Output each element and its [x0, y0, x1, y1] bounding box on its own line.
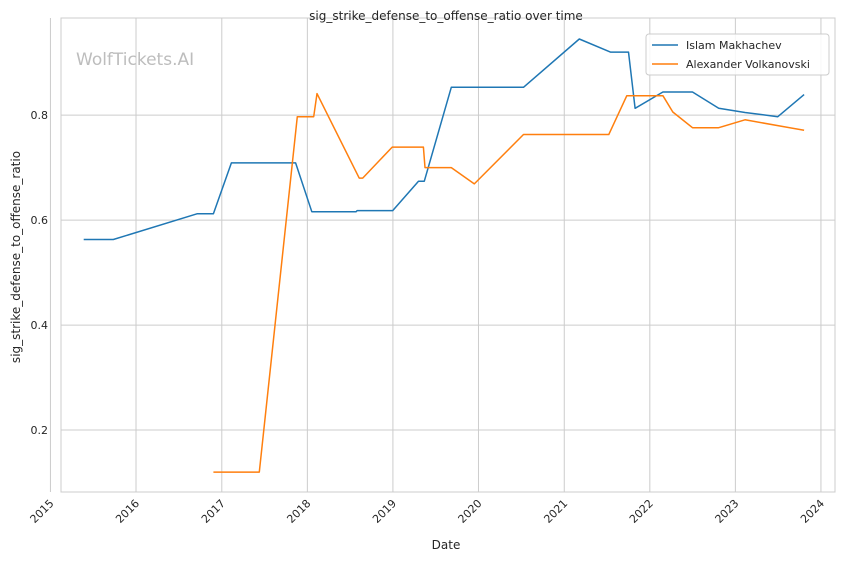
- legend-label-alexander-volkanovski: Alexander Volkanovski: [686, 58, 810, 71]
- series-line-alexander-volkanovski: [213, 92, 805, 473]
- x-axis-ticks: 2015 2016 2017 2018 2019 2020 2021 2022 2023 2024: [28, 497, 827, 526]
- x-tick-label: 2024: [798, 497, 827, 526]
- plot-area: [60, 17, 836, 493]
- x-tick-label: 2019: [370, 497, 399, 526]
- y-tick-label: 0.8: [31, 109, 49, 122]
- y-axis-ticks: 0.2 0.4 0.6 0.8: [31, 109, 49, 437]
- legend: Islam Makhachev Alexander Volkanovski: [645, 33, 830, 76]
- x-tick-label: 2022: [627, 497, 656, 526]
- y-axis-label: sig_strike_defense_to_offense_ratio: [9, 151, 23, 363]
- x-tick-label: 2020: [456, 497, 485, 526]
- y-tick-label: 0.2: [31, 424, 49, 437]
- grid: [49, 18, 835, 492]
- series-group: [83, 38, 805, 473]
- x-tick-label: 2015: [28, 497, 57, 526]
- x-tick-label: 2023: [713, 497, 742, 526]
- legend-box: [645, 33, 830, 76]
- y-tick-label: 0.6: [31, 214, 49, 227]
- y-tick-label: 0.4: [31, 319, 49, 332]
- x-axis-label: Date: [432, 538, 461, 552]
- chart-title: sig_strike_defense_to_offense_ratio over…: [309, 9, 583, 23]
- x-tick-label: 2021: [541, 497, 570, 526]
- legend-label-islam-makhachev: Islam Makhachev: [686, 39, 782, 52]
- x-tick-label: 2016: [113, 497, 142, 526]
- series-line-islam-makhachev: [83, 38, 805, 241]
- watermark: WolfTickets.AI: [76, 50, 194, 70]
- x-tick-label: 2018: [284, 497, 313, 526]
- x-tick-label: 2017: [199, 497, 228, 526]
